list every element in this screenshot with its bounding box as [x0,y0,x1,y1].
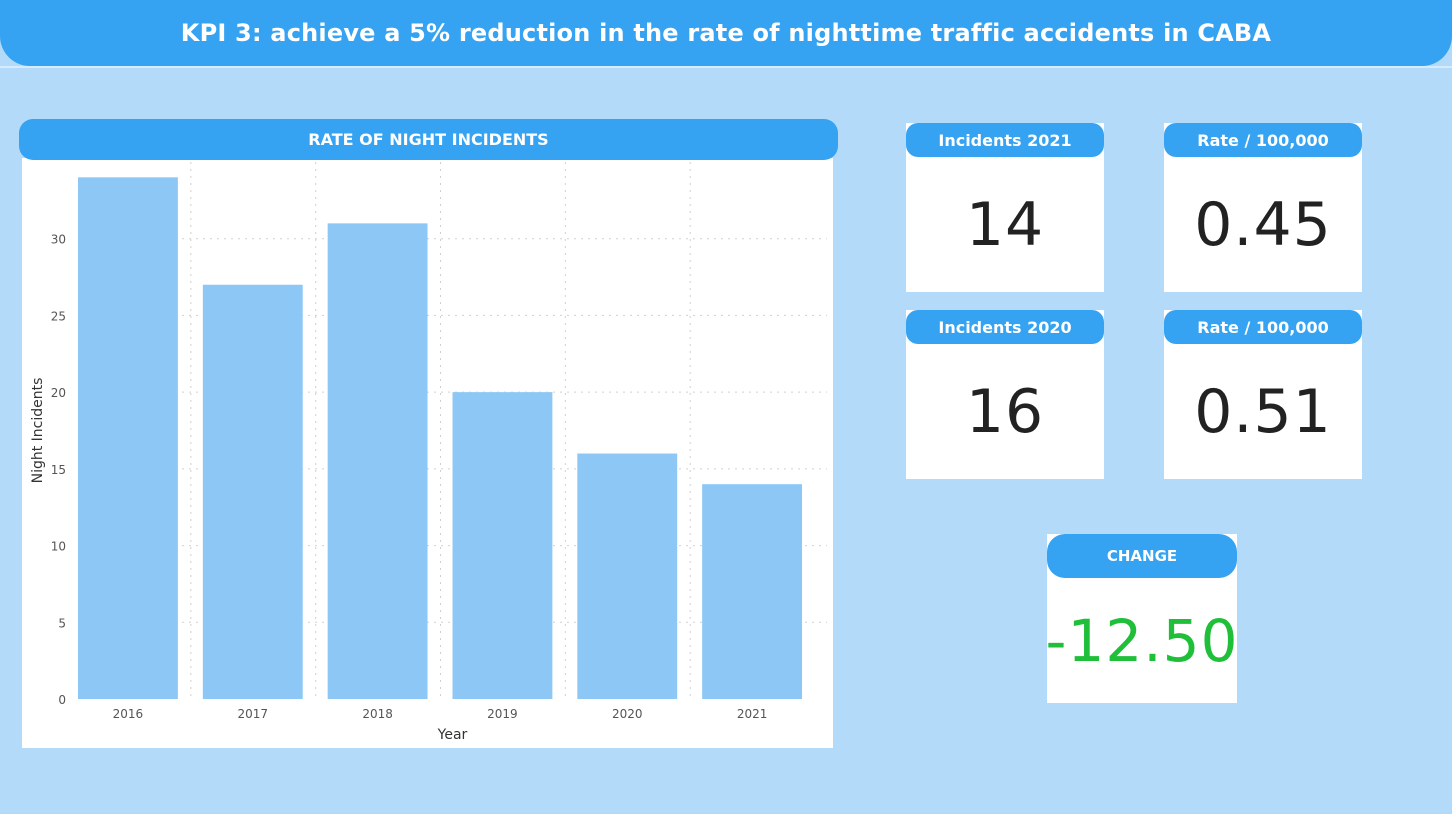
x-tick-label: 2017 [237,707,268,721]
bar-2018 [327,223,428,699]
change-card: CHANGE -12.50 [1045,534,1239,703]
chart-header: RATE OF NIGHT INCIDENTS [19,119,838,160]
incidents-2021-value: 14 [965,189,1045,260]
chart-panel: 0 5 10 15 20 25 30 2016 2017 2018 2019 2020 2021 Year… [22,158,833,748]
x-tick-label: 2018 [362,707,393,721]
incidents-2021-label: Incidents 2021 [906,123,1104,157]
bar-2021 [702,484,803,699]
y-axis-title: Night Incidents [30,378,46,484]
y-tick-label: 0 [58,693,66,707]
x-tick-label: 2020 [612,707,643,721]
rate-2021-value: 0.45 [1194,189,1332,260]
x-axis-title: Year [437,727,468,743]
bar-2019 [452,392,553,699]
bar-2016 [78,177,178,699]
bar-2020 [577,453,678,699]
y-tick-label: 25 [51,309,66,323]
bar-2017 [202,284,303,699]
page-header: KPI 3: achieve a 5% reduction in the rat… [0,0,1452,66]
incidents-2020-value: 16 [965,376,1045,447]
y-tick-label: 10 [51,540,66,554]
y-tick-label: 5 [58,616,66,630]
rate-2021-card: Rate / 100,000 0.45 [1164,123,1362,292]
rate-2020-label: Rate / 100,000 [1164,310,1362,344]
y-tick-label: 30 [51,233,66,247]
x-tick-label: 2019 [487,707,518,721]
rate-2021-label: Rate / 100,000 [1164,123,1362,157]
y-tick-label: 15 [51,463,66,477]
incidents-2021-card: Incidents 2021 14 [906,123,1104,292]
page-title: KPI 3: achieve a 5% reduction in the rat… [180,19,1272,47]
rate-2020-value: 0.51 [1194,376,1332,447]
night-incidents-bar-chart: 0 5 10 15 20 25 30 2016 2017 2018 2019 2020 2021 Year… [30,162,827,743]
y-tick-label: 20 [51,386,66,400]
change-value: -12.50 [1045,606,1239,675]
chart-title: RATE OF NIGHT INCIDENTS [308,130,549,149]
x-tick-label: 2016 [113,707,144,721]
header-divider [0,66,1452,68]
rate-2020-card: Rate / 100,000 0.51 [1164,310,1362,479]
change-label: CHANGE [1047,534,1237,578]
x-tick-label: 2021 [737,707,768,721]
incidents-2020-card: Incidents 2020 16 [906,310,1104,479]
incidents-2020-label: Incidents 2020 [906,310,1104,344]
